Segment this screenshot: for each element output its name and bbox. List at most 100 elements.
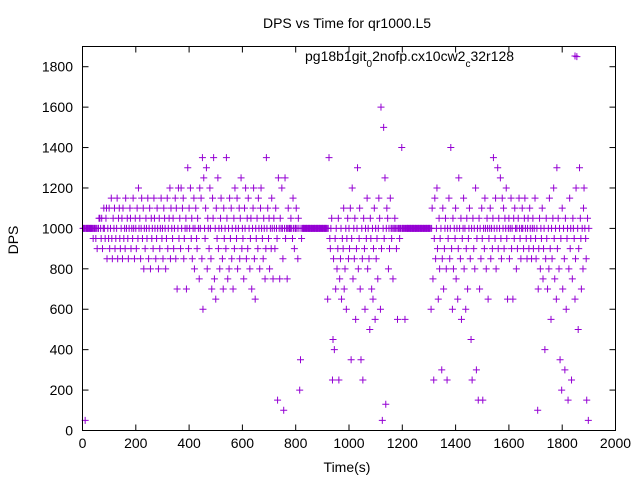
data-point [270,214,278,222]
data-point [563,235,571,242]
data-point [146,204,154,212]
data-point [289,235,297,242]
data-point [233,235,241,242]
data-point [579,265,587,273]
data-point [488,245,496,253]
data-point [392,245,400,253]
data-point [324,295,332,303]
data-point [364,265,372,273]
data-point [222,154,230,162]
data-point [242,184,250,192]
data-point [268,194,276,202]
data-point [368,285,376,293]
data-point [236,255,244,263]
data-point [360,214,368,222]
data-point [366,214,374,222]
data-point [166,184,174,192]
data-point [247,214,255,222]
data-point [254,194,262,202]
data-point [336,255,344,263]
data-point [534,285,542,293]
data-point [330,255,338,263]
data-point [448,245,456,253]
data-point [182,285,190,293]
data-point [531,194,539,202]
data-point [561,366,569,374]
data-point [534,406,542,414]
data-point [219,285,227,293]
data-point [472,184,480,192]
data-point [354,164,362,172]
data-point [281,174,289,182]
x-tick-label: 400 [177,435,201,451]
data-point [447,144,455,152]
data-point [287,214,295,222]
data-point [489,214,497,222]
data-point [505,255,513,263]
data-point [551,275,559,283]
data-point [430,235,438,242]
data-point [157,194,165,202]
data-point [252,235,260,242]
data-point [141,245,149,253]
data-point [509,295,517,303]
legend-label-part-3: 2nofp.cx10cw2 [372,48,466,64]
data-point [150,194,158,202]
data-point [476,285,484,293]
data-point [372,255,380,263]
data-point [396,235,404,242]
data-point [367,235,375,242]
data-point [335,376,343,384]
legend-marker [571,52,579,60]
data-point [179,194,187,202]
data-point [428,204,436,212]
data-point [394,315,402,323]
data-point [216,265,224,273]
data-point [198,255,206,263]
data-point [575,245,583,253]
data-point [193,245,201,253]
data-point [342,305,350,313]
data-point [548,255,556,263]
data-point [298,235,306,242]
data-point [356,204,364,212]
chart-title: DPS vs Time for qr1000.L5 [263,15,431,31]
data-point [229,285,237,293]
data-point [152,255,160,263]
data-point [359,376,367,384]
data-point [228,255,236,263]
data-point [330,346,338,354]
data-point [265,235,273,242]
data-point [351,214,359,222]
data-point [218,255,226,263]
data-point [582,235,590,242]
data-point [185,204,193,212]
data-point [543,235,551,242]
data-point [256,265,264,273]
y-tick-label: 0 [65,423,73,439]
data-point [438,255,446,263]
data-point [266,265,274,273]
data-point [503,235,511,242]
data-point [554,214,562,222]
data-point [464,285,472,293]
data-point [356,285,364,293]
data-point [276,275,284,283]
x-tick-label: 600 [231,435,255,451]
data-point [570,235,578,242]
x-tick-label: 1600 [493,435,524,451]
x-tick-label: 1800 [547,435,578,451]
data-point [169,235,177,242]
data-point [197,194,205,202]
data-point [334,214,342,222]
data-point [289,194,297,202]
data-point [190,194,198,202]
data-point [526,204,534,212]
data-point [484,295,492,303]
data-point [478,235,486,242]
data-point [328,376,336,384]
data-point [536,265,544,273]
data-point [162,235,170,242]
x-tick-label: 1400 [440,435,471,451]
data-point [257,184,265,192]
